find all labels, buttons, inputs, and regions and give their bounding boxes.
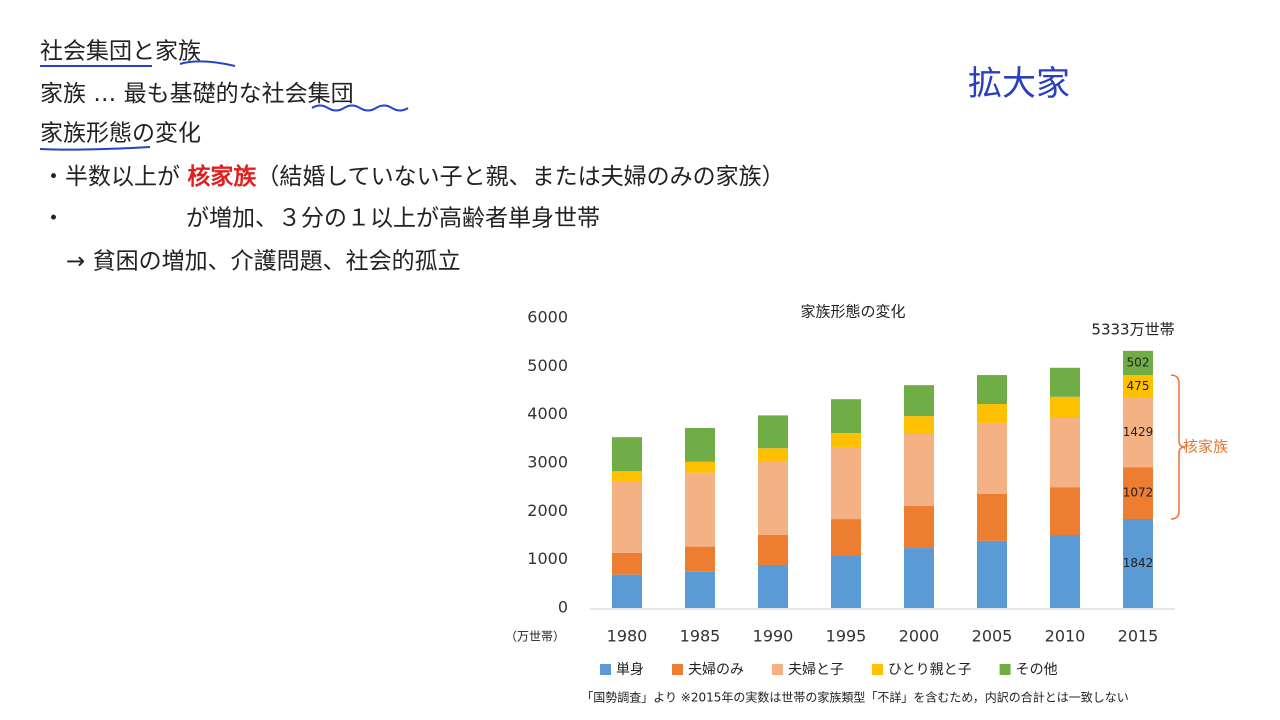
heading: 社会集団と家族 xyxy=(40,39,201,65)
bar-segment xyxy=(831,399,861,434)
x-tick-label: 2000 xyxy=(899,627,940,646)
handwriting: 拡大家 xyxy=(968,64,1070,104)
bar-segment xyxy=(1050,418,1080,488)
bar-segment xyxy=(1123,398,1153,468)
total-label: 5333万世帯 xyxy=(1091,321,1174,339)
wavy-underline xyxy=(311,104,409,112)
y-tick-label: 0 xyxy=(558,598,568,617)
bracket-label: 核家族 xyxy=(1183,438,1228,456)
bar-segment xyxy=(977,493,1007,541)
bullet: ・ xyxy=(42,206,65,232)
bar-segment xyxy=(904,434,934,507)
y-tick-label: 1000 xyxy=(527,549,568,568)
highlight: 核家族 xyxy=(187,163,257,190)
chart-title: 家族形態の変化 xyxy=(800,303,905,321)
data-label: 1072 xyxy=(1123,486,1154,500)
line: が増加、３分の１以上が高齢者単身世帯 xyxy=(186,206,600,232)
line: 家族形態の変化 xyxy=(40,121,201,147)
bar-segment xyxy=(758,415,788,449)
bar-segment xyxy=(831,519,861,557)
x-tick-label: 1980 xyxy=(607,627,648,646)
bar-segment xyxy=(758,448,788,462)
x-tick-label: 2015 xyxy=(1118,627,1159,646)
bar-segment xyxy=(904,416,934,434)
bar-segment xyxy=(758,535,788,565)
x-tick-label: 1995 xyxy=(826,627,867,646)
x-tick-label: 1985 xyxy=(680,627,721,646)
text: ・半数以上が xyxy=(42,164,187,190)
bar-segment xyxy=(1050,396,1080,419)
legend-label: 夫婦のみ xyxy=(688,661,744,678)
bar-segment xyxy=(758,564,788,608)
underline xyxy=(40,60,236,67)
bar-segment xyxy=(977,375,1007,405)
bar-segment xyxy=(1123,518,1153,608)
bar-segment xyxy=(612,471,642,482)
data-label: 1429 xyxy=(1123,425,1154,439)
legend-swatch xyxy=(672,664,683,675)
legend-swatch xyxy=(772,664,783,675)
legend-label: 単身 xyxy=(616,662,644,678)
bar-segment xyxy=(685,461,715,473)
footnote: 「国勢調査」より ※2015年の実数は世帯の家族類型「不詳」を含むため，内訳の合… xyxy=(581,690,1129,705)
chart: 家族形態の変化 （万世帯） 0 1000 2000 3000 4000 5000 6000 198… xyxy=(505,303,1228,705)
bar-segment xyxy=(831,433,861,448)
legend-swatch xyxy=(999,664,1011,675)
legend-label: 夫婦と子 xyxy=(788,661,844,678)
bar-segment xyxy=(685,571,715,608)
bar-segment xyxy=(612,437,642,472)
text: （結婚していない子と親、または夫婦のみの家族） xyxy=(256,164,784,190)
legend-swatch xyxy=(600,664,611,675)
data-label: 1842 xyxy=(1123,556,1154,570)
bar-segment xyxy=(685,427,715,462)
text: 社会集団 xyxy=(262,81,354,107)
bar-segment xyxy=(977,404,1007,423)
line: → 貧困の増加、介護問題、社会的孤立 xyxy=(66,249,461,275)
bar-segment xyxy=(831,447,861,520)
bar-segment xyxy=(1123,350,1153,376)
legend-label: ひとり親と子 xyxy=(888,662,972,678)
y-tick-label: 2000 xyxy=(527,501,568,520)
line: ・半数以上が 核家族（結婚していない子と親、または夫婦のみの家族） xyxy=(42,163,785,190)
underline xyxy=(39,146,151,151)
x-tick-label: 1990 xyxy=(753,627,794,646)
bracket xyxy=(1170,374,1186,520)
legend-swatch xyxy=(872,664,883,675)
bar-segment xyxy=(758,461,788,536)
line: 家族 … 最も基礎的な社会集団 xyxy=(40,81,354,107)
y-tick-label: 3000 xyxy=(527,453,568,472)
y-unit: （万世帯） xyxy=(505,630,565,644)
bar-segment xyxy=(831,556,861,608)
bar-segment xyxy=(1050,535,1080,608)
bar-segment xyxy=(612,574,642,608)
bar-segment xyxy=(904,506,934,549)
data-label: 475 xyxy=(1127,379,1150,393)
legend-label: その他 xyxy=(1016,662,1058,678)
bar-segment xyxy=(1123,375,1153,399)
y-tick-label: 6000 xyxy=(527,308,568,327)
bar-segment xyxy=(904,385,934,417)
bar-segment xyxy=(904,548,934,608)
x-tick-label: 2010 xyxy=(1045,627,1086,646)
bar-segment xyxy=(685,472,715,547)
x-tick-label: 2005 xyxy=(972,627,1013,646)
bar-segment xyxy=(977,540,1007,608)
bar-segment xyxy=(685,546,715,572)
bar-segment xyxy=(612,552,642,575)
bar-segment xyxy=(1050,367,1080,397)
y-tick-label: 5000 xyxy=(527,356,568,375)
y-tick-label: 4000 xyxy=(527,404,568,423)
text: 家族 … 最も基礎的な xyxy=(40,81,262,107)
bar-segment xyxy=(612,481,642,553)
data-label: 502 xyxy=(1127,355,1150,369)
bar-segment xyxy=(977,422,1007,494)
bar-segment xyxy=(1050,487,1080,536)
bar-segment xyxy=(1123,467,1153,519)
